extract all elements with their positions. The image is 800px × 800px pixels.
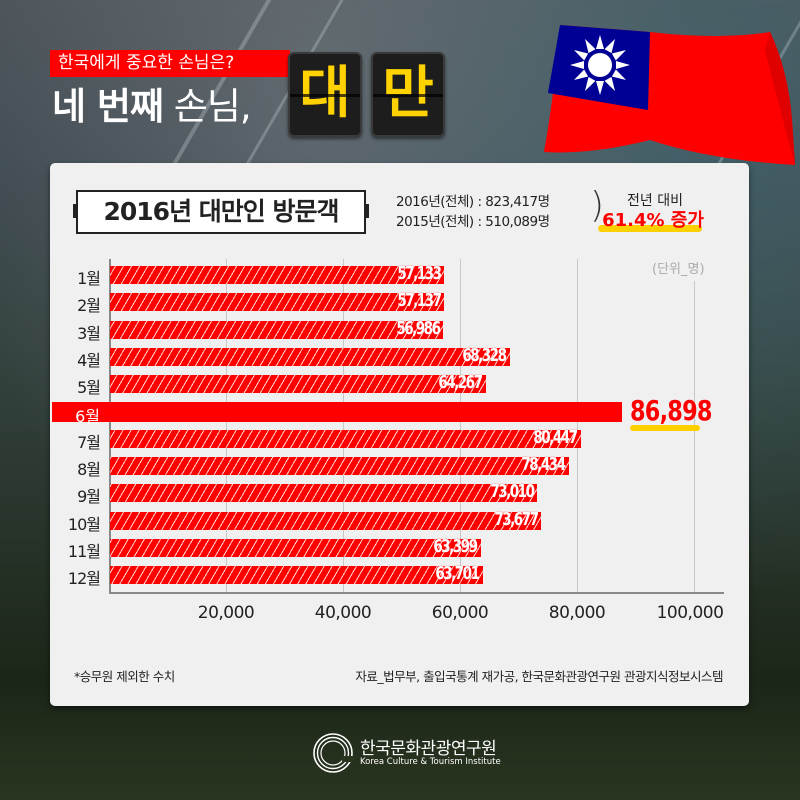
row-label: 12월 xyxy=(67,569,101,589)
bar: 63,701 xyxy=(110,563,483,585)
bar-value: 80,447 xyxy=(533,426,579,448)
gridline xyxy=(460,259,461,592)
chart-panel: 2016년 대만인 방문객 2016년(전체) : 823,417명 2015년… xyxy=(50,163,749,706)
x-axis xyxy=(109,592,724,594)
stat-2016: 2016년(전체) : 823,417명 xyxy=(396,194,550,210)
headline: 네 번째 손님, xyxy=(52,84,252,130)
bar: 64,267 xyxy=(110,372,486,394)
bar-value: 73,677 xyxy=(493,508,539,530)
bar: 57,133 xyxy=(110,263,445,284)
bar: 68,328 xyxy=(110,344,510,366)
comparison-value: 61.4% 증가 xyxy=(602,210,704,231)
row-label: 3월 xyxy=(77,323,101,343)
gridline xyxy=(577,259,578,592)
bar-value: 57,133 xyxy=(397,263,442,284)
institute-logo: 한국문화관광연구원 Korea Culture & Tourism Instit… xyxy=(312,732,512,776)
row-label: 10월 xyxy=(67,514,101,534)
taiwan-flag-icon xyxy=(544,25,795,165)
row-label: 6월 xyxy=(75,406,100,426)
row-label: 9월 xyxy=(77,487,101,507)
row-label: 2월 xyxy=(77,296,101,316)
headline-light: 손님, xyxy=(173,85,252,128)
bracket-divider: ) xyxy=(590,185,605,226)
bar: 80,447 xyxy=(110,426,581,448)
gridline xyxy=(343,259,344,592)
comparison-highlight xyxy=(598,225,702,232)
gridline xyxy=(226,259,227,592)
flap-tile-1: 대 xyxy=(288,52,362,137)
bar: 73,010 xyxy=(110,481,538,503)
x-tick: 80,000 xyxy=(548,603,606,623)
footnote: *승무원 제외한 수치 xyxy=(74,669,175,684)
row-label: 8월 xyxy=(77,460,101,480)
stat-2015: 2015년(전체) : 510,089명 xyxy=(396,214,550,230)
bar-value: 64,267 xyxy=(438,372,484,394)
logo-korean: 한국문화관광연구원 xyxy=(360,739,497,759)
logo-ring-icon xyxy=(313,733,354,773)
question-tag: 한국에게 중요한 손님은? xyxy=(50,50,290,77)
bar-value: 78,434 xyxy=(521,454,567,476)
bar: 63,399 xyxy=(110,536,481,557)
bar: 56,986 xyxy=(110,317,444,339)
bar: 57,137 xyxy=(110,290,445,312)
bar-value: 63,399 xyxy=(433,536,479,557)
x-tick: 100,000 xyxy=(656,603,724,623)
bar: 78,434 xyxy=(110,454,569,476)
highlight-underline xyxy=(630,424,701,431)
bar: 73,677 xyxy=(110,508,541,530)
flap-tile-2: 만 xyxy=(371,52,445,137)
x-tick: 60,000 xyxy=(431,603,489,623)
chart-title: 2016년 대만인 방문객 xyxy=(73,190,369,234)
bar-value: 57,137 xyxy=(397,290,442,312)
logo-english: Korea Culture & Tourism Institute xyxy=(360,757,501,767)
row-label: 1월 xyxy=(77,269,101,288)
x-tick: 40,000 xyxy=(314,603,372,623)
bar-chart: 20,000 40,000 60,000 80,000 100,000 1월 57… xyxy=(50,163,749,706)
comparison-label: 전년 대비 xyxy=(627,193,683,209)
row-label: 7월 xyxy=(77,432,101,452)
unit-label: (단위_명) xyxy=(652,262,705,277)
row-label: 11월 xyxy=(67,542,101,561)
headline-bold: 네 번째 xyxy=(52,85,164,128)
bar-value: 63,701 xyxy=(435,563,481,585)
highlight-value: 86,898 xyxy=(630,393,712,427)
bar-value: 56,986 xyxy=(396,317,441,339)
gridline xyxy=(694,281,695,592)
row-label: 5월 xyxy=(77,378,101,398)
row-label: 4월 xyxy=(77,350,101,370)
x-tick: 20,000 xyxy=(197,603,255,623)
highlight-bar xyxy=(52,401,623,422)
bar-value: 73,010 xyxy=(489,481,535,503)
source-note: 자료_법무부, 출입국통계 재가공, 한국문화관광연구원 관광지식정보시스템 xyxy=(355,669,723,684)
y-axis xyxy=(109,259,111,592)
bar-value: 68,328 xyxy=(462,344,508,366)
